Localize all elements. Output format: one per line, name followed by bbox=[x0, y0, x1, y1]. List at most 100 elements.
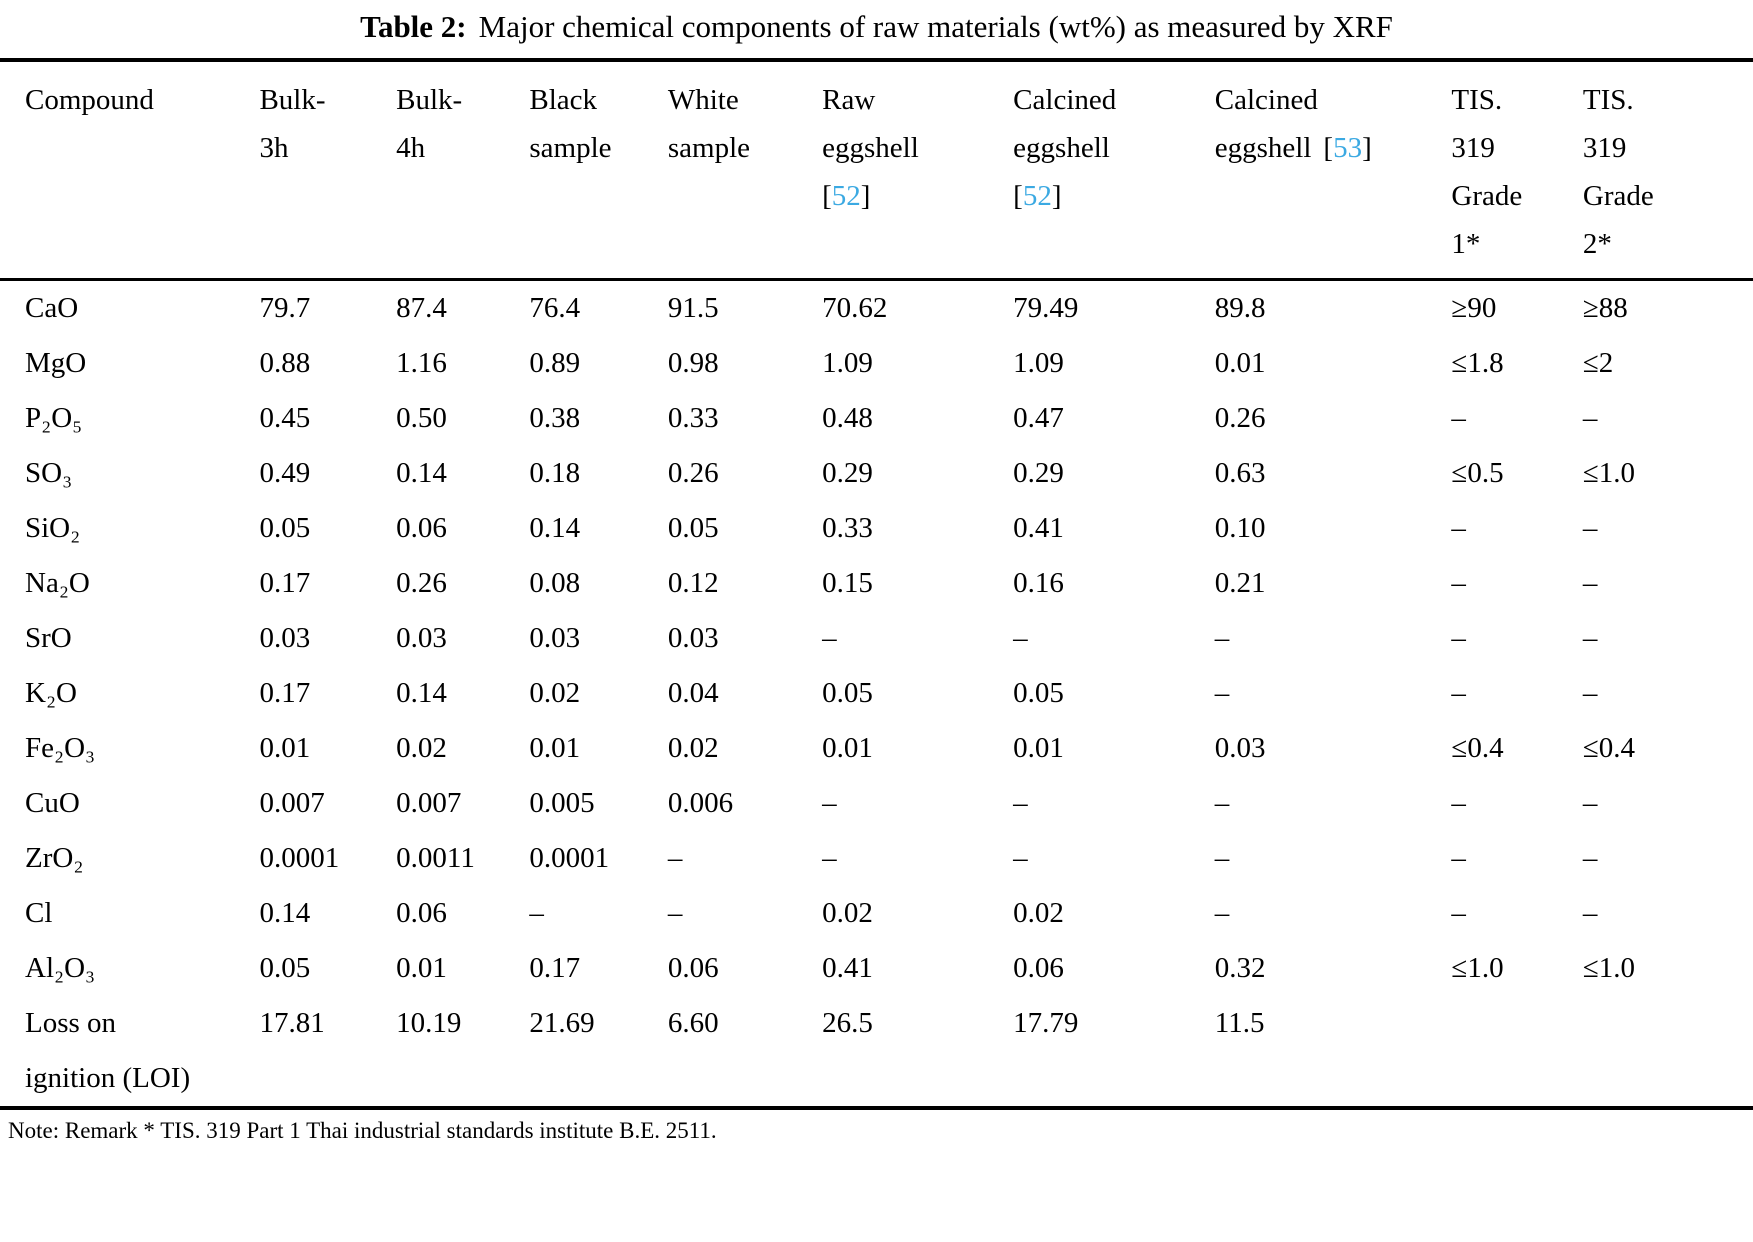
value-cell: 0.33 bbox=[822, 512, 873, 544]
value-cell: 0.33 bbox=[667, 402, 719, 434]
value-cell: 0.17 bbox=[529, 952, 581, 984]
value-cell: 0.16 bbox=[1013, 567, 1064, 599]
value-cell: 0.06 bbox=[396, 897, 447, 929]
col-header-label: TIS. 319 Grade 1* bbox=[1451, 84, 1523, 260]
value-cell: 21.69 bbox=[529, 1007, 595, 1039]
value-cell: 0.89 bbox=[529, 347, 581, 379]
value-cell: – bbox=[822, 787, 837, 819]
table-caption-text: Major chemical components of raw materia… bbox=[478, 9, 1393, 44]
value-cell bbox=[1451, 996, 1582, 1108]
value-cell: 0.0001 bbox=[529, 842, 610, 874]
value-cell: 6.60 bbox=[667, 1007, 719, 1039]
value-cell: 0.007 bbox=[259, 787, 325, 819]
value-cell: – bbox=[822, 622, 837, 654]
compound-cell: Cl bbox=[25, 897, 53, 929]
col-header-label: Calcined eggshell bbox=[1013, 84, 1117, 164]
value-cell: 0.14 bbox=[529, 512, 581, 544]
value-cell: 0.17 bbox=[259, 677, 311, 709]
col-header-raw-eggshell: Raw eggshell [52] bbox=[822, 60, 1014, 281]
value-cell: 0.006 bbox=[667, 787, 734, 819]
citation-ref: [53] bbox=[1323, 132, 1372, 164]
col-header-bulk-4h: Bulk- 4h bbox=[396, 60, 530, 281]
value-cell: 0.06 bbox=[1013, 952, 1064, 984]
value-cell: 0.45 bbox=[259, 402, 311, 434]
value-cell: 0.05 bbox=[822, 677, 873, 709]
value-cell: 17.81 bbox=[259, 1007, 325, 1039]
value-cell: – bbox=[1214, 787, 1230, 819]
value-cell: 0.03 bbox=[396, 622, 447, 654]
value-cell: 0.38 bbox=[529, 402, 581, 434]
value-cell: – bbox=[1451, 897, 1466, 929]
col-header-label: Bulk- 4h bbox=[396, 84, 463, 164]
table-row: SrO 0.03 0.03 0.03 0.03 – – – – – bbox=[0, 611, 1753, 666]
table-row: Loss on ignition (LOI) 17.81 10.19 21.69… bbox=[0, 996, 1753, 1108]
compound-cell: SO₃ bbox=[25, 457, 73, 489]
table-header-row: Compound Bulk- 3h Bulk- 4h Black sample … bbox=[0, 60, 1753, 281]
col-header-tis-319-grade-2: TIS. 319 Grade 2* bbox=[1582, 60, 1753, 281]
value-cell: 0.02 bbox=[529, 677, 581, 709]
value-cell: 0.0011 bbox=[396, 842, 475, 874]
value-cell: – bbox=[1451, 512, 1466, 544]
table-caption: Table 2: Major chemical components of raw… bbox=[0, 0, 1753, 58]
citation-link-52[interactable]: 52 bbox=[831, 180, 861, 212]
compound-cell: Loss on ignition (LOI) bbox=[25, 1007, 191, 1094]
citation-link-52[interactable]: 52 bbox=[1022, 180, 1052, 212]
value-cell: – bbox=[1214, 842, 1230, 874]
value-cell: 0.007 bbox=[396, 787, 462, 819]
value-cell: – bbox=[1214, 897, 1230, 929]
value-cell: – bbox=[1582, 787, 1598, 819]
value-cell: 79.7 bbox=[259, 292, 311, 324]
citation-ref: [52] bbox=[1013, 180, 1062, 212]
compound-cell: Fe₂O₃ bbox=[25, 732, 96, 764]
value-cell: – bbox=[1013, 842, 1028, 874]
value-cell: ≤2 bbox=[1582, 347, 1614, 379]
compound-cell: Al₂O₃ bbox=[25, 952, 96, 984]
value-cell: 10.19 bbox=[396, 1007, 462, 1039]
value-cell: 26.5 bbox=[822, 1007, 873, 1039]
value-cell: 0.26 bbox=[396, 567, 447, 599]
value-cell: 0.05 bbox=[259, 512, 311, 544]
value-cell: 79.49 bbox=[1013, 292, 1079, 324]
value-cell: 0.17 bbox=[259, 567, 311, 599]
value-cell: 0.005 bbox=[529, 787, 595, 819]
value-cell: 0.88 bbox=[259, 347, 311, 379]
value-cell: – bbox=[1582, 622, 1598, 654]
value-cell: 0.05 bbox=[667, 512, 719, 544]
compound-cell: Na₂O bbox=[25, 567, 90, 599]
value-cell: – bbox=[1582, 402, 1598, 434]
value-cell: 89.8 bbox=[1214, 292, 1266, 324]
col-header-label: TIS. 319 Grade 2* bbox=[1582, 84, 1654, 260]
value-cell: 0.0001 bbox=[259, 842, 340, 874]
value-cell: – bbox=[529, 897, 544, 929]
value-cell: 0.04 bbox=[667, 677, 719, 709]
value-cell: ≤1.8 bbox=[1451, 347, 1504, 379]
value-cell: – bbox=[1214, 622, 1230, 654]
table-row: CaO 79.7 87.4 76.4 91.5 70.62 79.49 89.8… bbox=[0, 280, 1753, 337]
compound-cell: CaO bbox=[25, 292, 79, 324]
table-row: Fe₂O₃ 0.01 0.02 0.01 0.02 0.01 0.01 0.03… bbox=[0, 721, 1753, 776]
value-cell: 0.26 bbox=[667, 457, 719, 489]
citation-ref: [52] bbox=[822, 180, 871, 212]
value-cell: 0.14 bbox=[396, 457, 447, 489]
table-row: Cl 0.14 0.06 – – 0.02 0.02 – – – bbox=[0, 886, 1753, 941]
value-cell: ≤1.0 bbox=[1582, 457, 1636, 489]
col-header-label: Raw eggshell bbox=[822, 84, 919, 164]
table-row: Al₂O₃ 0.05 0.01 0.17 0.06 0.41 0.06 0.32… bbox=[0, 941, 1753, 996]
value-cell: – bbox=[1582, 567, 1598, 599]
value-cell: – bbox=[1451, 842, 1466, 874]
citation-link-53[interactable]: 53 bbox=[1333, 132, 1363, 164]
table-row: MgO 0.88 1.16 0.89 0.98 1.09 1.09 0.01 ≤… bbox=[0, 336, 1753, 391]
value-cell: – bbox=[1582, 842, 1598, 874]
value-cell: – bbox=[1582, 897, 1598, 929]
value-cell: 0.03 bbox=[667, 622, 719, 654]
compound-cell: CuO bbox=[25, 787, 80, 819]
value-cell: – bbox=[667, 842, 683, 874]
table-row: Na₂O 0.17 0.26 0.08 0.12 0.15 0.16 0.21 … bbox=[0, 556, 1753, 611]
value-cell: 0.01 bbox=[1013, 732, 1064, 764]
value-cell: 0.01 bbox=[259, 732, 311, 764]
value-cell: – bbox=[1582, 677, 1598, 709]
col-header-bulk-3h: Bulk- 3h bbox=[259, 60, 397, 281]
value-cell: 0.49 bbox=[259, 457, 311, 489]
value-cell: – bbox=[1013, 787, 1028, 819]
